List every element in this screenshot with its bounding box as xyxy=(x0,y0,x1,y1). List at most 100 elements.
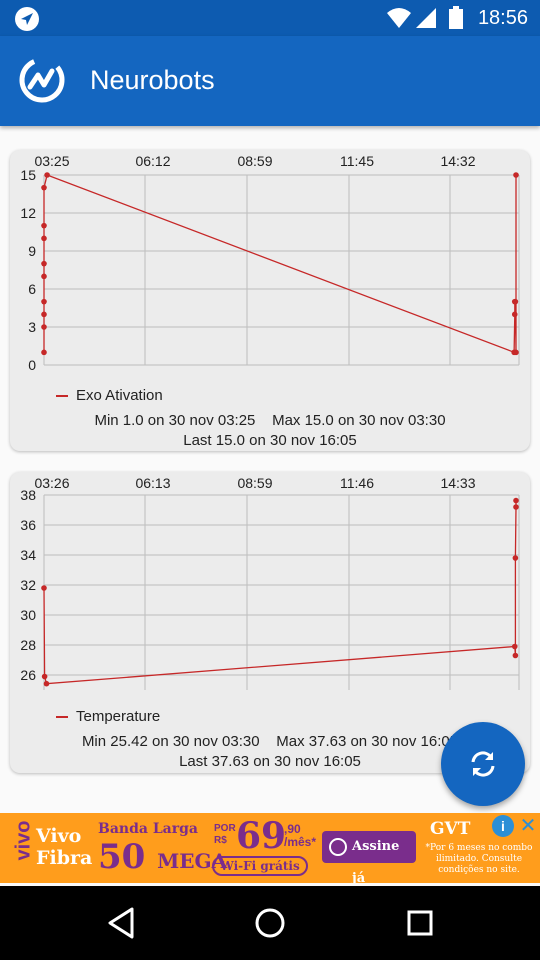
play-icon xyxy=(329,838,347,856)
ad-speed: 50 MEGA xyxy=(98,839,227,879)
data-point xyxy=(41,235,47,242)
y-tick-label: 30 xyxy=(20,607,36,623)
app-title: Neurobots xyxy=(90,65,215,95)
data-point xyxy=(43,680,50,687)
ad-product: Vivo Fibra xyxy=(36,825,92,869)
stat-max: Max 37.63 on 30 nov 16:05 xyxy=(276,733,459,750)
x-tick-label: 14:33 xyxy=(440,475,475,491)
stat-last: Last 37.63 on 30 nov 16:05 xyxy=(179,753,361,770)
x-tick-label: 06:12 xyxy=(135,153,170,169)
y-tick-label: 15 xyxy=(20,167,36,183)
neurobots-logo-icon xyxy=(19,57,65,103)
y-tick-label: 34 xyxy=(20,547,36,563)
chart-legend: Exo Ativation xyxy=(56,387,163,404)
ad-close-icon[interactable]: ✕ xyxy=(519,815,537,837)
navigation-bar xyxy=(0,886,540,960)
data-point xyxy=(41,298,47,305)
ad-cta-label: Assine já xyxy=(352,839,400,883)
ad-cta-button[interactable]: Assine já xyxy=(322,831,416,883)
clock: 18:56 xyxy=(477,7,528,29)
stat-min: Min 25.42 on 30 nov 03:30 xyxy=(81,733,260,750)
data-point xyxy=(41,673,48,680)
data-point xyxy=(41,349,47,356)
app-bar: Neurobots xyxy=(0,36,540,126)
temperature-chart-card: 26 28 30 32 34 36 38 03:26 06:13 08:59 11:46 14:33 … xyxy=(10,472,530,773)
y-tick-label: 32 xyxy=(20,577,36,593)
ad-cents-value: ,90 xyxy=(284,822,301,836)
ad-product-line2: Fibra xyxy=(36,847,93,869)
signal-icon xyxy=(416,8,436,28)
gvt-logo: GVT xyxy=(430,819,471,839)
wifi-icon xyxy=(387,8,411,28)
data-point xyxy=(44,172,50,178)
data-point xyxy=(41,585,47,591)
ad-product-line1: Vivo xyxy=(36,825,82,847)
ad-per-month: /mês* xyxy=(284,835,317,849)
ad-fine-print: *Por 6 meses no combo ilimitado. Consult… xyxy=(425,843,533,875)
data-point xyxy=(41,260,47,267)
legend-swatch xyxy=(56,716,68,719)
y-tick-label: 9 xyxy=(28,243,36,259)
data-point xyxy=(513,504,519,510)
data-point xyxy=(511,643,518,650)
y-tick-label: 3 xyxy=(28,319,36,335)
ad-cents: ,90/mês* xyxy=(284,823,316,849)
refresh-icon xyxy=(471,751,495,777)
data-point xyxy=(41,222,47,229)
x-tick-label: 11:46 xyxy=(340,475,374,491)
ad-speed-value: 50 xyxy=(98,837,146,877)
x-tick-label: 11:45 xyxy=(340,153,374,169)
x-tick-label: 03:26 xyxy=(34,475,69,491)
data-point xyxy=(512,555,519,561)
ad-banda: Banda Larga xyxy=(98,821,198,837)
data-point xyxy=(41,311,47,318)
x-tick-label: 06:13 xyxy=(135,475,170,491)
data-point xyxy=(513,349,519,356)
y-tick-label: 12 xyxy=(20,205,36,221)
back-icon[interactable] xyxy=(106,906,136,940)
ad-banner[interactable]: vivo Vivo Fibra Banda Larga 50 MEGA POR R… xyxy=(0,813,540,883)
ad-wifi: Wi-Fi grátis xyxy=(212,856,308,876)
ad-price: 69 xyxy=(236,815,287,857)
y-tick-label: 0 xyxy=(28,357,36,373)
data-point xyxy=(513,172,519,178)
battery-icon xyxy=(449,6,463,29)
data-point xyxy=(513,497,519,504)
x-tick-label: 08:59 xyxy=(237,153,272,169)
stat-last: Last 15.0 on 30 nov 16:05 xyxy=(183,432,357,449)
x-tick-label: 08:59 xyxy=(237,475,272,491)
chart-legend: Temperature xyxy=(56,708,160,725)
y-tick-label: 38 xyxy=(20,487,36,503)
y-tick-label: 26 xyxy=(20,667,36,683)
navigation-icon xyxy=(15,7,39,31)
series-line xyxy=(43,500,517,685)
y-tick-label: 28 xyxy=(20,637,36,653)
legend-label: Exo Ativation xyxy=(76,387,163,404)
ad-por-label: POR xyxy=(214,823,236,834)
exo-ativation-chart-card: 0 3 6 9 12 15 03:25 06:12 08:59 11:45 14:32 Exo At… xyxy=(10,150,530,451)
legend-swatch xyxy=(56,395,68,398)
data-point xyxy=(41,273,47,280)
vivo-logo: vivo xyxy=(12,820,35,861)
chart-stats: Min 1.0 on 30 nov 03:25 Max 15.0 on 30 n… xyxy=(10,411,530,451)
y-tick-label: 6 xyxy=(28,281,36,297)
data-point xyxy=(41,184,47,191)
status-bar: 18:56 xyxy=(0,0,540,36)
data-point xyxy=(512,652,519,659)
chart-stats: Min 25.42 on 30 nov 03:30 Max 37.63 on 3… xyxy=(10,732,530,772)
adchoices-icon[interactable]: i xyxy=(492,815,514,837)
ad-currency: R$ xyxy=(214,835,227,846)
stat-max: Max 15.0 on 30 nov 03:30 xyxy=(272,412,446,429)
refresh-button[interactable] xyxy=(441,722,525,806)
home-icon[interactable] xyxy=(254,906,286,940)
y-tick-label: 36 xyxy=(20,517,36,533)
x-tick-label: 03:25 xyxy=(34,153,69,169)
data-point xyxy=(512,298,519,305)
ad-por: POR R$ xyxy=(214,823,236,847)
legend-label: Temperature xyxy=(76,708,161,725)
data-point xyxy=(41,324,47,330)
x-tick-label: 14:32 xyxy=(440,153,475,169)
recents-icon[interactable] xyxy=(406,906,434,940)
series-line xyxy=(43,174,517,354)
